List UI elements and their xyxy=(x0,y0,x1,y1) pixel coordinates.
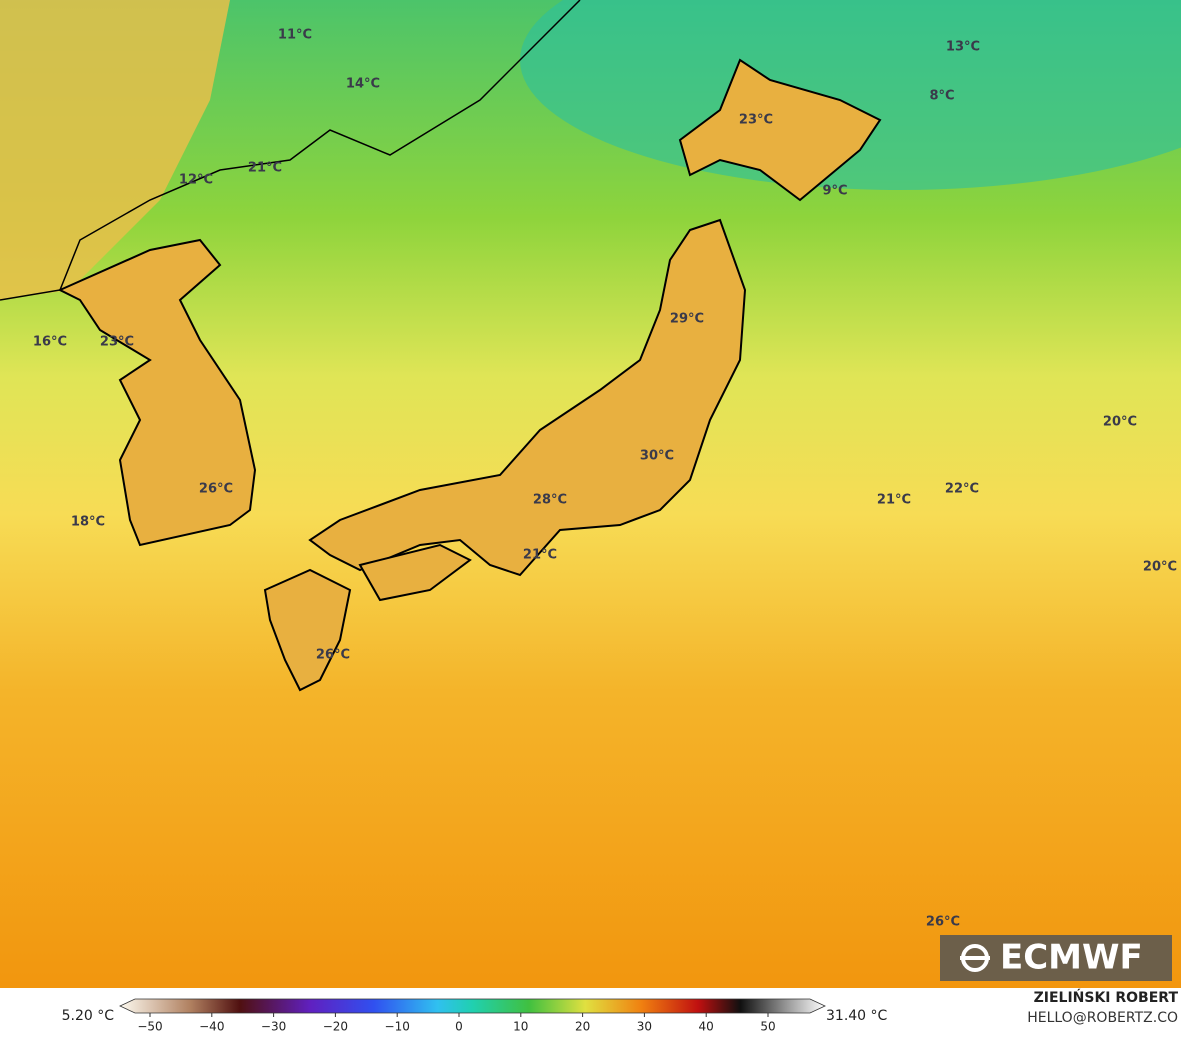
landmasses xyxy=(57,58,882,692)
colorbar-tick-label: −50 xyxy=(137,1020,162,1034)
mainland-coast xyxy=(0,0,581,301)
colorbar-tick-label: 40 xyxy=(699,1020,714,1034)
colorbar-tick-label: −10 xyxy=(385,1020,410,1034)
temperature-label: 18°C xyxy=(71,515,105,530)
temperature-label: 21°C xyxy=(523,548,557,563)
colorbar-tick-label: 10 xyxy=(513,1020,528,1034)
colorbar-tick-label: 30 xyxy=(637,1020,652,1034)
colorbar-max: 31.40 °C xyxy=(826,1008,888,1024)
colorbar-tick-label: −40 xyxy=(199,1020,224,1034)
temperature-label: 21°C xyxy=(877,493,911,508)
temperature-label: 23°C xyxy=(739,113,773,128)
colorbar-tick-label: −30 xyxy=(261,1020,286,1034)
temperature-label: 21°C xyxy=(248,161,282,176)
temperature-label: 9°C xyxy=(822,184,847,199)
temperature-label: 13°C xyxy=(946,40,980,55)
kyushu xyxy=(263,568,352,692)
temperature-label: 14°C xyxy=(346,77,380,92)
temperature-label: 16°C xyxy=(33,335,67,350)
temperature-label: 12°C xyxy=(179,173,213,188)
temperature-label: 23°C xyxy=(100,335,134,350)
temperature-label: 11°C xyxy=(278,28,312,43)
temperature-label: 26°C xyxy=(199,482,233,497)
colorbar-tick-label: 0 xyxy=(455,1020,463,1034)
continent-region xyxy=(0,0,230,300)
temperature-label: 29°C xyxy=(670,312,704,327)
temperature-label: 8°C xyxy=(929,89,954,104)
temperature-label: 30°C xyxy=(640,449,674,464)
credit-contact: HELLO@ROBERTZ.CO xyxy=(1027,1010,1178,1026)
temperature-label: 20°C xyxy=(1103,415,1137,430)
colorbar-tick-label: 50 xyxy=(760,1020,775,1034)
temperature-labels: 11°C 14°C 13°C 8°C 23°C 21°C 12°C 9°C 16°C 23°C 29… xyxy=(33,28,1177,930)
temperature-label: 26°C xyxy=(926,915,960,930)
colorbar-ticks: −50 −40 −30 −20 −10 0 10 20 30 40 50 xyxy=(137,1013,776,1034)
colorbar-tick-label: −20 xyxy=(323,1020,348,1034)
credit-author: ZIELIŃSKI ROBERT xyxy=(1034,988,1179,1006)
hokkaido xyxy=(678,58,882,202)
colorbar-min: 5.20 °C xyxy=(62,1008,115,1024)
temperature-label: 22°C xyxy=(945,482,979,497)
temperature-label: 26°C xyxy=(316,648,350,663)
colorbar xyxy=(119,998,826,1014)
logo-symbol xyxy=(960,944,990,972)
colorbar-tick-label: 20 xyxy=(575,1020,590,1034)
temperature-label: 28°C xyxy=(533,493,567,508)
temperature-label: 20°C xyxy=(1143,560,1177,575)
korea xyxy=(57,238,257,547)
logo-text: ECMWF xyxy=(1000,938,1143,978)
shikoku xyxy=(358,543,472,602)
honshu xyxy=(308,218,747,577)
